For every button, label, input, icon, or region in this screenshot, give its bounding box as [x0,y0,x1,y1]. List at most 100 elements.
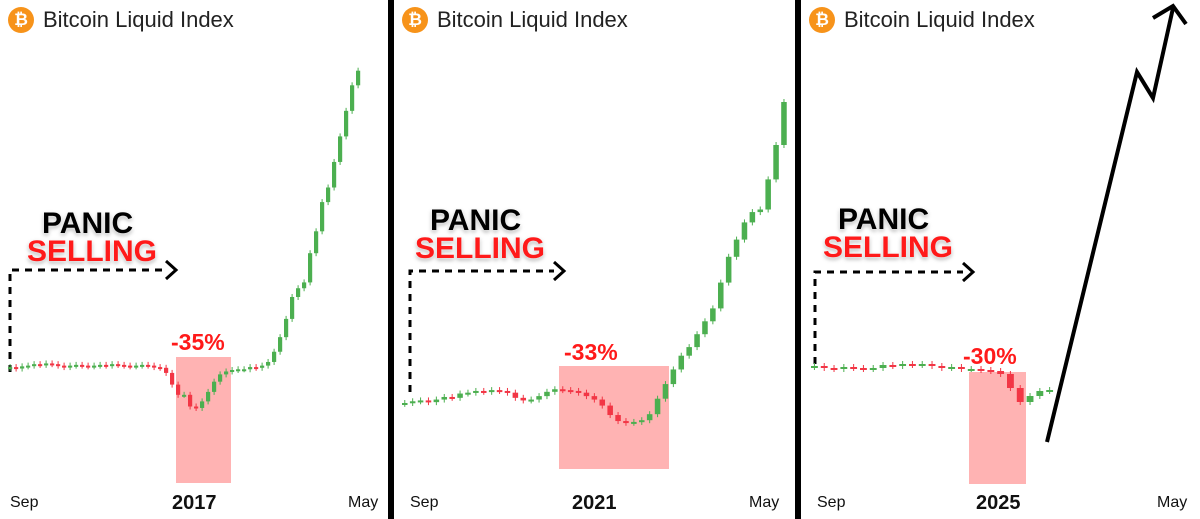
candle [320,202,325,232]
candle [741,222,748,240]
drop-percentage-label: -33% [564,339,618,365]
dashed-arrow-line [8,268,166,372]
candle [425,400,432,403]
x-axis-year-label: 2021 [572,492,617,514]
candle [678,355,685,370]
candle [350,85,355,111]
candle [938,366,946,368]
candle [122,364,127,367]
candle [1016,388,1024,402]
candle [278,337,283,352]
selling-label: SELLING [27,235,158,268]
candle [686,347,692,356]
candle [840,367,848,369]
candle [1046,390,1054,392]
x-axis-start-label: Sep [817,494,846,511]
bitcoin-icon: ₿ [809,7,835,33]
arrow-head-icon [164,259,179,281]
candle [20,366,25,369]
candle [948,367,956,369]
x-axis-end-label: May [348,494,379,511]
x-axis-year-label: 2017 [172,492,217,514]
chart-panel-2017: ₿ Bitcoin Liquid Index PANIC SELLING -35… [0,0,388,519]
candle [290,297,295,319]
candle [344,110,349,137]
candle [504,390,511,393]
candle [254,367,259,370]
candle [757,209,764,213]
candle [164,367,169,373]
candle [212,381,217,392]
candle [488,390,495,393]
candle [639,420,645,423]
candle [158,367,163,370]
candle [583,392,590,397]
candle [987,370,995,372]
candle [773,145,779,180]
x-axis-year-label: 2025 [976,492,1021,514]
candle [26,365,31,368]
candle [146,364,151,367]
candle [615,415,621,422]
selling-label: SELLING [415,232,546,265]
candle [188,394,193,407]
candle [631,421,637,424]
bitcoin-icon: ₿ [8,7,34,33]
candle [140,364,145,367]
candle [56,364,61,367]
candle [110,364,115,367]
chart-title-text: Bitcoin Liquid Index [43,7,234,32]
candle [567,390,574,393]
panic-selling-highlight [969,372,1026,484]
arrow-head-icon [552,260,567,282]
candle [284,318,289,338]
candle [50,363,55,366]
candle [80,364,85,367]
candle [152,365,157,368]
candle [918,364,926,366]
candle [62,365,67,368]
candlestick-chart [811,3,1188,484]
candle [520,397,527,401]
candle [176,384,181,395]
candle [889,365,897,367]
candle [38,364,43,367]
candle [206,391,211,402]
bitcoin-icon: ₿ [402,7,428,33]
drop-percentage-label: -35% [171,329,225,355]
candle [473,390,479,393]
candle [958,367,965,369]
candle [879,365,887,368]
candle [702,321,708,335]
chart-title-text: Bitcoin Liquid Index [437,7,628,32]
candle [977,369,985,371]
x-axis-start-label: Sep [10,494,39,511]
candle [230,370,235,372]
candle [528,399,534,402]
panic-selling-highlight [559,366,669,469]
candle [997,371,1005,374]
drop-percentage-label: -30% [963,343,1017,369]
candle [236,369,241,372]
chart-panel-2021: ₿ Bitcoin Liquid Index PANIC SELLING -33… [394,0,794,519]
candle [296,288,301,297]
candle [575,390,582,393]
dashed-arrow-line [408,269,554,392]
candle [899,364,907,366]
candle [433,399,440,403]
candle [449,396,455,399]
candle [646,414,653,421]
candle [74,364,79,367]
candle [194,406,199,409]
candlestick-chart [402,99,787,469]
candle [128,365,133,368]
candle [356,70,361,86]
candle [272,351,277,362]
candle [749,212,756,223]
candle [967,369,975,371]
chart-title: ₿ Bitcoin Liquid Index [402,7,628,33]
x-axis-end-label: May [749,494,780,511]
candle [14,367,19,370]
chart-title: ₿ Bitcoin Liquid Index [8,7,234,33]
candle [860,368,867,370]
